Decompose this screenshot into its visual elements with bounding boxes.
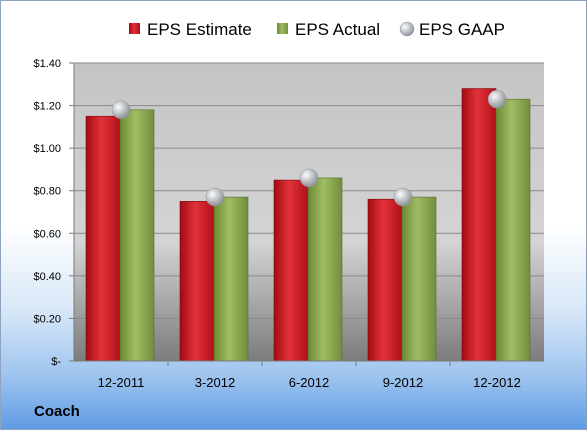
legend: EPS Estimate EPS Actual EPS GAAP: [129, 20, 505, 39]
eps-gaap-marker: [111, 100, 131, 120]
y-tick-label: $1.00: [33, 143, 61, 155]
eps-actual-bar: [401, 196, 437, 362]
eps-actual-bar: [495, 98, 531, 362]
x-tick-label: 12-2012: [473, 375, 521, 390]
y-tick-label: $-: [51, 356, 61, 368]
eps-gaap-marker: [205, 187, 225, 207]
company-label: Coach: [34, 403, 80, 420]
legend-swatch-estimate: [129, 23, 140, 34]
eps-gaap-marker: [299, 168, 319, 188]
legend-label: EPS GAAP: [419, 20, 505, 39]
legend-marker-gaap: [399, 21, 415, 37]
y-tick-label: $1.20: [33, 101, 61, 113]
eps-gaap-marker: [487, 89, 507, 109]
y-tick-label: $1.40: [33, 58, 61, 70]
y-tick-label: $0.80: [33, 186, 61, 198]
x-tick-label: 3-2012: [195, 375, 235, 390]
x-tick-label: 6-2012: [289, 375, 329, 390]
eps-actual-bar: [119, 109, 155, 362]
legend-label: EPS Estimate: [147, 20, 252, 39]
eps-estimate-bar: [367, 198, 403, 362]
eps-actual-bar: [213, 196, 249, 362]
eps-gaap-marker: [393, 187, 413, 207]
eps-estimate-bar: [85, 115, 121, 362]
axes: $- $0.20 $0.40 $0.60 $0.80 $1.00 $1.20 $1.40 12-…: [33, 58, 544, 390]
bars: [85, 88, 531, 362]
eps-actual-bar: [307, 177, 343, 362]
legend-swatch-actual: [277, 23, 288, 34]
y-tick-label: $0.60: [33, 228, 61, 240]
y-tick-label: $0.40: [33, 271, 61, 283]
x-tick-label: 9-2012: [383, 375, 423, 390]
eps-estimate-bar: [273, 179, 309, 362]
eps-estimate-bar: [461, 88, 497, 362]
eps-estimate-bar: [179, 201, 215, 362]
x-tick-label: 12-2011: [98, 375, 145, 390]
legend-label: EPS Actual: [295, 20, 380, 39]
y-tick-label: $0.20: [33, 313, 61, 325]
